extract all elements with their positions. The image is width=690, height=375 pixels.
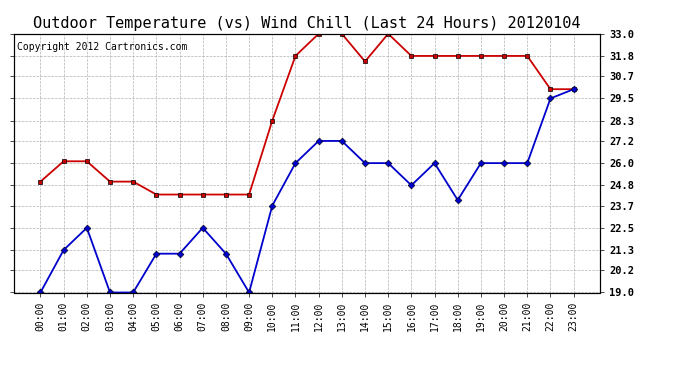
Text: Copyright 2012 Cartronics.com: Copyright 2012 Cartronics.com <box>17 42 187 51</box>
Title: Outdoor Temperature (vs) Wind Chill (Last 24 Hours) 20120104: Outdoor Temperature (vs) Wind Chill (Las… <box>33 16 581 31</box>
